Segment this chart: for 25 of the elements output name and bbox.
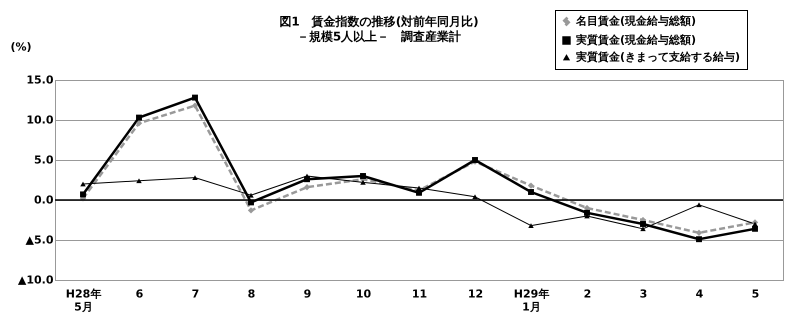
x-tick-label: H28年 5月 bbox=[66, 288, 102, 314]
legend-label: 名目賃金(現金給与総額) bbox=[575, 14, 696, 28]
x-tick-label: 9 bbox=[304, 288, 312, 300]
y-tick-label: ▲5.0 bbox=[26, 234, 54, 246]
chart-title: 図1 賃金指数の推移(対前年同月比) bbox=[279, 14, 479, 28]
y-axis-title: (%) bbox=[10, 40, 32, 54]
x-tick-label: 3 bbox=[640, 288, 648, 300]
x-tick-label: 4 bbox=[696, 288, 704, 300]
chart-subtitle: －規模5人以上－ 調査産業計 bbox=[296, 30, 462, 44]
legend-label: 実質賃金(きまって支給する給与) bbox=[575, 50, 740, 64]
x-tick-label: 2 bbox=[584, 288, 592, 300]
x-tick-label: 6 bbox=[136, 288, 144, 300]
x-tick-label: 5 bbox=[752, 288, 760, 300]
x-tick-label: 11 bbox=[412, 288, 428, 300]
y-tick-label: 10.0 bbox=[26, 114, 54, 126]
y-tick-label: ▲10.0 bbox=[18, 274, 54, 286]
legend-label: 実質賃金(現金給与総額) bbox=[575, 34, 696, 46]
x-tick-label: 12 bbox=[468, 288, 484, 300]
x-tick-label: 10 bbox=[356, 288, 372, 300]
y-tick-label: 0.0 bbox=[34, 194, 54, 206]
y-tick-label: 15.0 bbox=[26, 74, 54, 86]
x-tick-label: 7 bbox=[192, 288, 200, 300]
x-tick-label: 8 bbox=[248, 288, 256, 300]
y-tick-label: 5.0 bbox=[34, 154, 54, 166]
x-tick-label: H29年 1月 bbox=[514, 288, 550, 314]
